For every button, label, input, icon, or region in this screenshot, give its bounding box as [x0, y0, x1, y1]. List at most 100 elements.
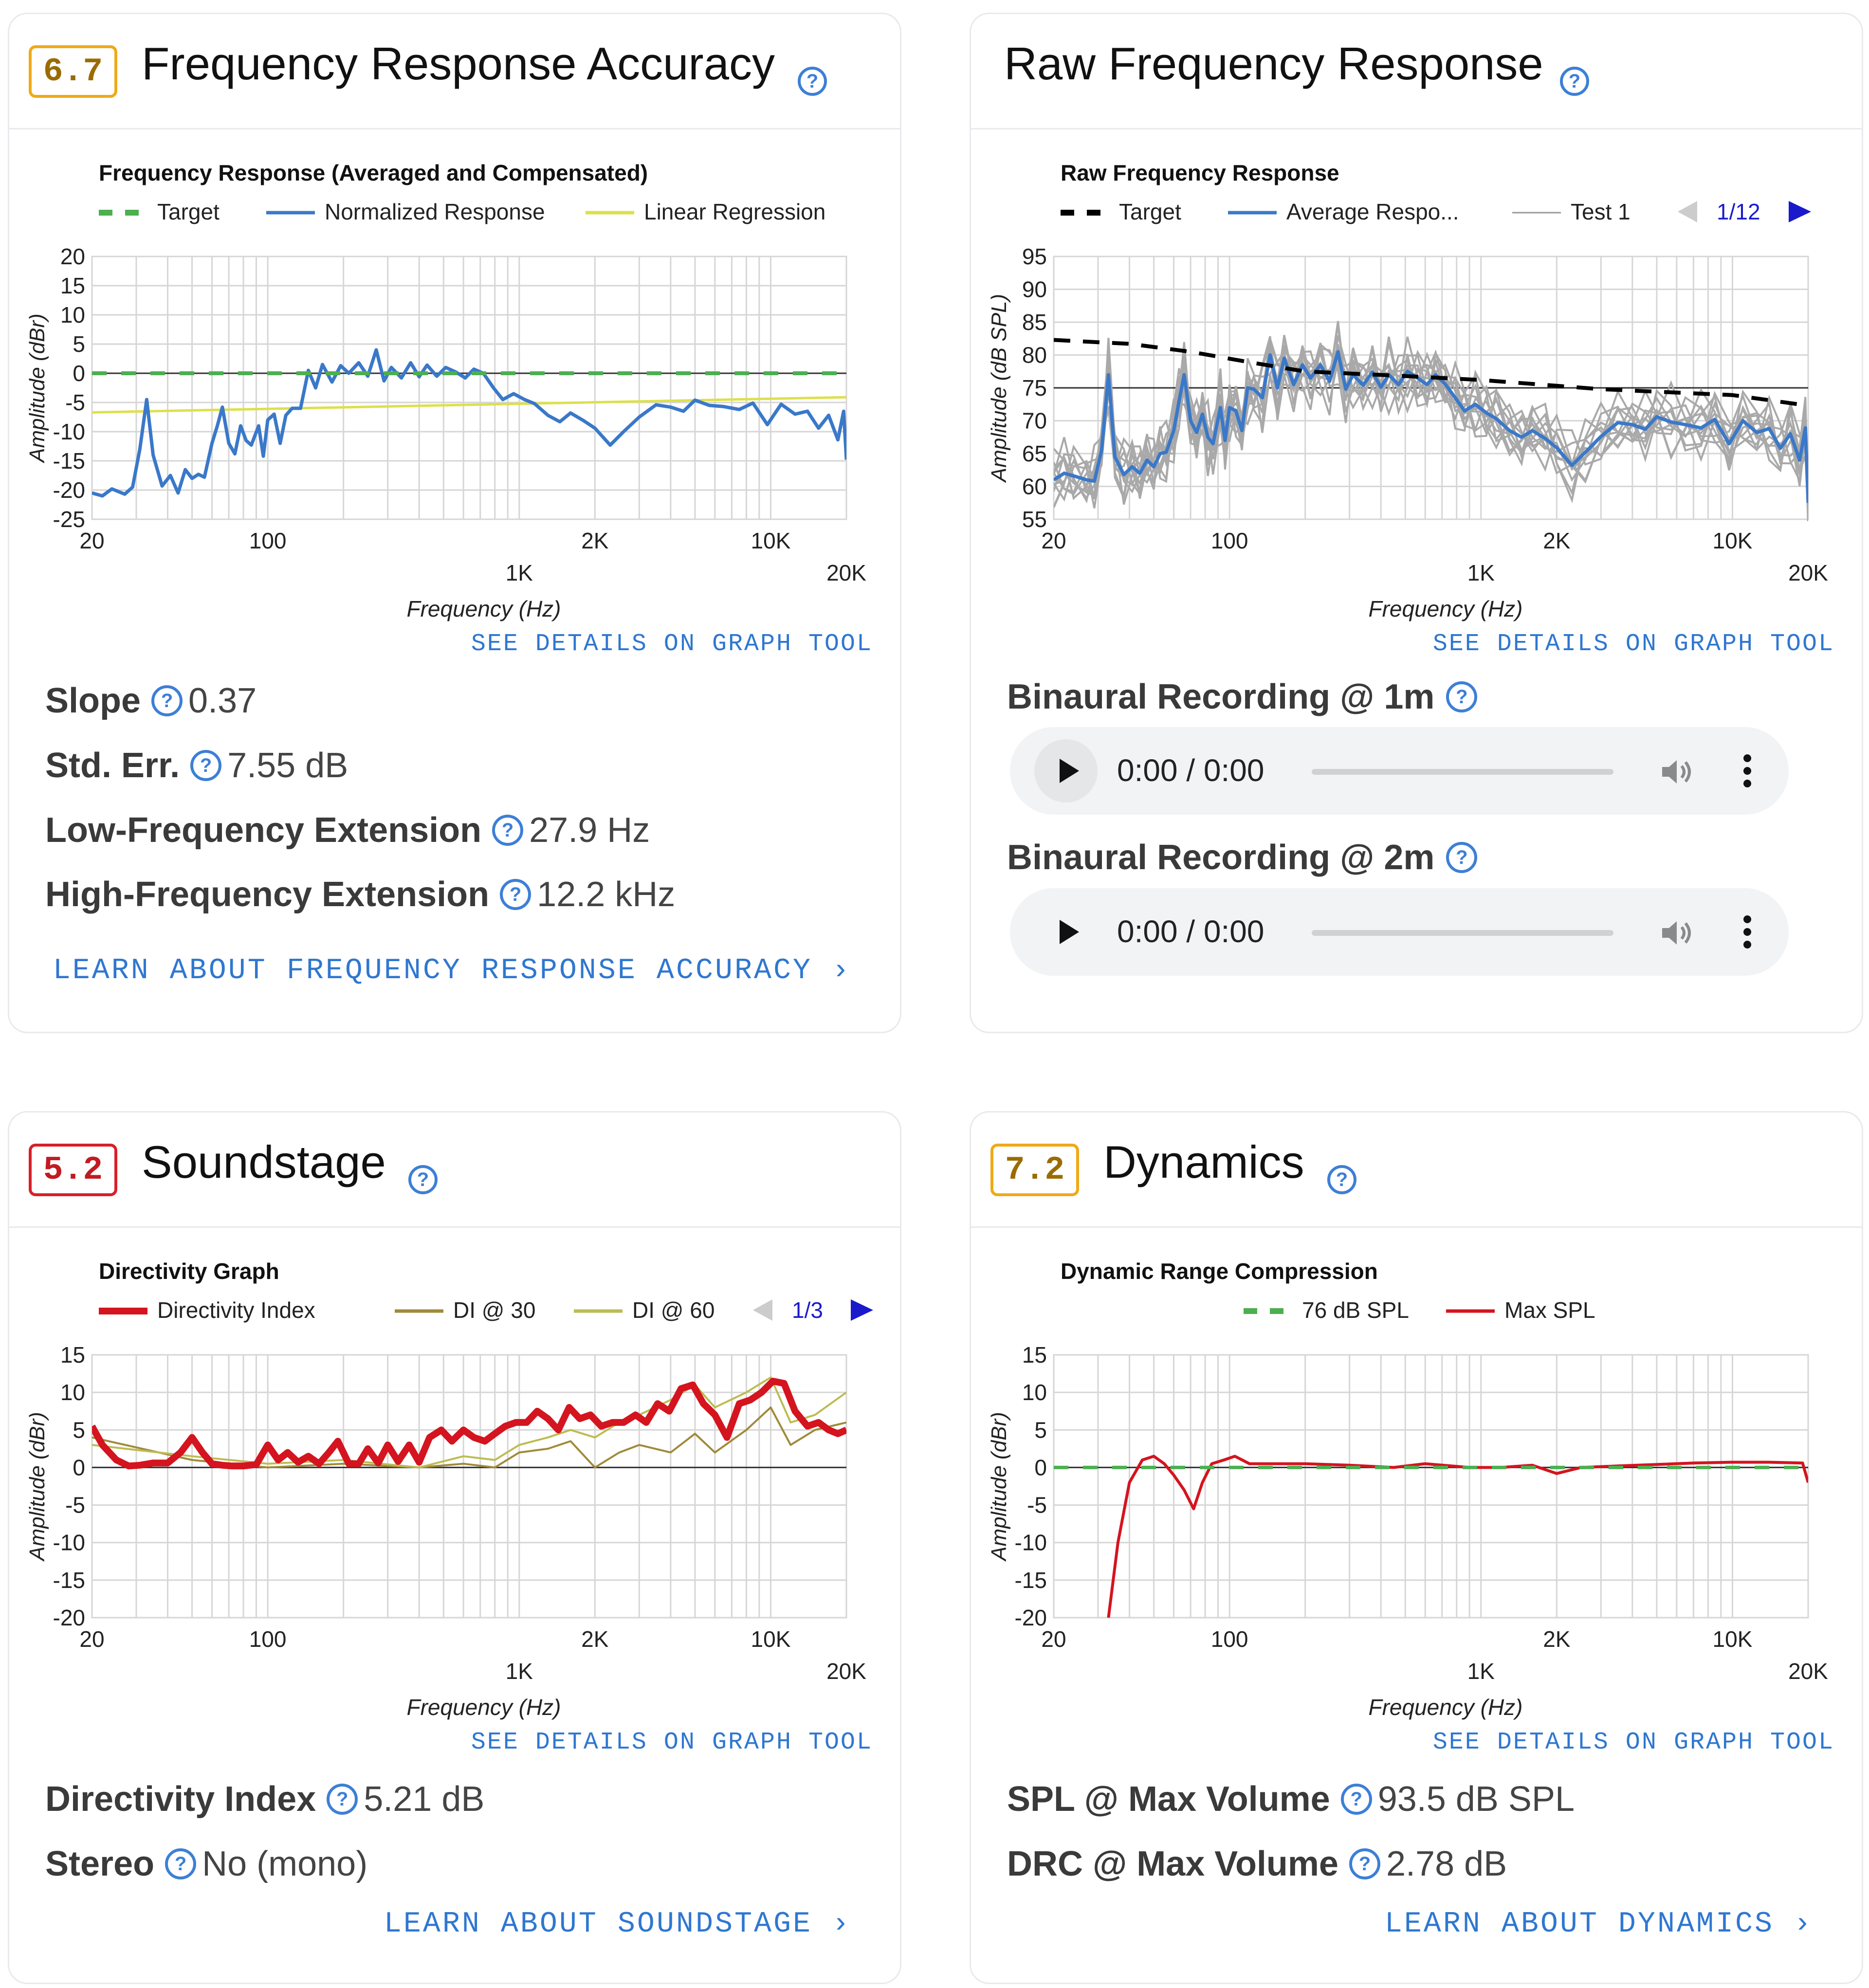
raw-frequency-response-chart[interactable]: Raw Frequency Response Target Average Resp…	[971, 141, 1865, 632]
test-trace	[1054, 321, 1808, 513]
series-target	[1054, 338, 1808, 408]
stat-label: Stereo	[45, 1844, 155, 1883]
stat-label: High-Frequency Extension	[45, 875, 490, 914]
learn-more-link[interactable]: LEARN ABOUT SOUNDSTAGE ›	[384, 1908, 851, 1941]
legend-label: DI @ 60	[632, 1297, 715, 1323]
more-options-icon[interactable]	[1740, 751, 1755, 790]
help-icon[interactable]: ?	[1327, 1165, 1356, 1194]
audio-player-1m[interactable]: 0:00 / 0:00	[1010, 727, 1789, 815]
x-tick-label: 100	[1211, 1626, 1248, 1652]
seek-bar[interactable]	[1312, 769, 1613, 775]
legend-label: Directivity Index	[157, 1297, 315, 1323]
x-tick-label: 20	[1041, 528, 1066, 553]
y-tick-label: -20	[1015, 1605, 1047, 1630]
x-axis-label: Frequency (Hz)	[407, 1695, 561, 1720]
series-average-response	[1054, 350, 1808, 503]
x-tick-label: 2K	[1543, 1626, 1571, 1652]
y-tick-label: -10	[53, 1530, 85, 1555]
legend-prev-icon	[1678, 201, 1697, 222]
directivity-chart[interactable]: Directivity Graph Directivity Index DI @ 3…	[9, 1239, 903, 1731]
legend-label: Target	[1119, 199, 1181, 224]
y-tick-label: -20	[53, 1605, 85, 1630]
y-tick-label: -5	[65, 1493, 85, 1518]
learn-more-link[interactable]: LEARN ABOUT DYNAMICS ›	[1384, 1908, 1813, 1941]
stat-label: Std. Err.	[45, 746, 180, 785]
see-details-graph-tool-link[interactable]: SEE DETAILS ON GRAPH TOOL	[1432, 1729, 1834, 1756]
help-icon[interactable]: ?	[798, 67, 827, 96]
help-icon[interactable]: ?	[500, 879, 531, 910]
x-tick-label: 20K	[826, 1659, 866, 1684]
playback-time: 0:00 / 0:00	[1117, 914, 1264, 949]
y-tick-label: 10	[60, 302, 85, 328]
y-tick-label: -25	[53, 507, 85, 532]
x-axis-label: Frequency (Hz)	[1369, 1695, 1523, 1720]
see-details-graph-tool-link[interactable]: SEE DETAILS ON GRAPH TOOL	[471, 1729, 873, 1756]
stat-label: Slope	[45, 681, 141, 720]
legend-next-icon	[851, 1299, 873, 1321]
help-icon[interactable]: ?	[1446, 681, 1478, 712]
help-icon[interactable]: ?	[1340, 1784, 1372, 1815]
series-max-spl	[1107, 1455, 1808, 1618]
help-icon[interactable]: ?	[408, 1165, 438, 1194]
card-header: 7.2 Dynamics ?	[971, 1113, 1862, 1228]
x-tick-label: 20K	[1788, 560, 1828, 585]
recording-title: Binaural Recording @ 2m	[1007, 838, 1435, 877]
frequency-response-accuracy-card: 6.7 Frequency Response Accuracy ? Freque…	[8, 13, 901, 1033]
legend-page-indicator: 1/12	[1717, 199, 1760, 224]
play-icon[interactable]	[1034, 739, 1098, 802]
help-icon[interactable]: ?	[1349, 1848, 1380, 1879]
seek-bar[interactable]	[1312, 930, 1613, 936]
series-linear-regression	[92, 396, 846, 414]
dynamic-range-compression-chart[interactable]: Dynamic Range Compression 76 dB SPL Max SP…	[971, 1239, 1865, 1731]
x-tick-label: 1K	[1467, 1659, 1495, 1684]
help-icon[interactable]: ?	[151, 685, 183, 716]
score-badge: 6.7	[29, 45, 117, 98]
y-tick-label: -15	[1015, 1568, 1047, 1593]
stat-spl-max-volume: SPL @ Max Volume ? 93.5 dB SPL	[1007, 1779, 1575, 1819]
recording-label-1m: Binaural Recording @ 1m ?	[1007, 677, 1478, 717]
series-di-60	[92, 1376, 846, 1469]
help-icon[interactable]: ?	[165, 1848, 197, 1879]
help-icon[interactable]: ?	[492, 815, 524, 846]
play-icon[interactable]	[1034, 900, 1098, 964]
card-title[interactable]: Raw Frequency Response	[1004, 38, 1543, 89]
more-options-icon[interactable]	[1740, 912, 1755, 951]
y-tick-label: 60	[1022, 474, 1047, 499]
legend-prev-icon	[753, 1299, 772, 1321]
volume-icon[interactable]	[1657, 913, 1696, 952]
x-tick-label: 2K	[581, 1626, 609, 1652]
y-tick-label: -15	[53, 448, 85, 474]
stat-label: DRC @ Max Volume	[1007, 1844, 1338, 1883]
see-details-graph-tool-link[interactable]: SEE DETAILS ON GRAPH TOOL	[1432, 630, 1834, 658]
stat-value: 5.21 dB	[364, 1780, 485, 1819]
x-axis-label: Frequency (Hz)	[407, 596, 561, 621]
help-icon[interactable]: ?	[1560, 67, 1589, 96]
help-icon[interactable]: ?	[1446, 842, 1478, 873]
see-details-graph-tool-link[interactable]: SEE DETAILS ON GRAPH TOOL	[471, 630, 873, 658]
x-tick-label: 20	[79, 1626, 104, 1652]
legend-label: Max SPL	[1504, 1297, 1595, 1323]
card-title[interactable]: Soundstage	[142, 1136, 386, 1187]
legend-label: Average Respo...	[1286, 199, 1459, 224]
card-title[interactable]: Frequency Response Accuracy	[142, 38, 775, 89]
stat-value: 2.78 dB	[1386, 1844, 1507, 1883]
stat-label: Low-Frequency Extension	[45, 811, 482, 850]
y-tick-label: 95	[1022, 244, 1047, 269]
x-tick-label: 100	[1211, 528, 1248, 553]
score-badge: 7.2	[990, 1144, 1079, 1196]
volume-icon[interactable]	[1657, 752, 1696, 791]
frequency-response-chart[interactable]: Frequency Response (Averaged and Compens…	[9, 141, 903, 632]
audio-player-2m[interactable]: 0:00 / 0:00	[1010, 888, 1789, 976]
help-icon[interactable]: ?	[190, 750, 222, 781]
stat-label: Directivity Index	[45, 1780, 316, 1819]
help-icon[interactable]: ?	[327, 1784, 358, 1815]
y-tick-label: 70	[1022, 408, 1047, 434]
card-header: 5.2 Soundstage ?	[9, 1113, 900, 1228]
series-di-30	[92, 1406, 846, 1469]
x-tick-label: 10K	[751, 1626, 791, 1652]
x-axis-label: Frequency (Hz)	[1369, 596, 1523, 621]
y-tick-label: 0	[73, 361, 85, 386]
card-title[interactable]: Dynamics	[1103, 1136, 1304, 1187]
dynamics-card: 7.2 Dynamics ? Dynamic Range Compression…	[970, 1111, 1863, 1984]
learn-more-link[interactable]: LEARN ABOUT FREQUENCY RESPONSE ACCURACY …	[53, 954, 851, 987]
